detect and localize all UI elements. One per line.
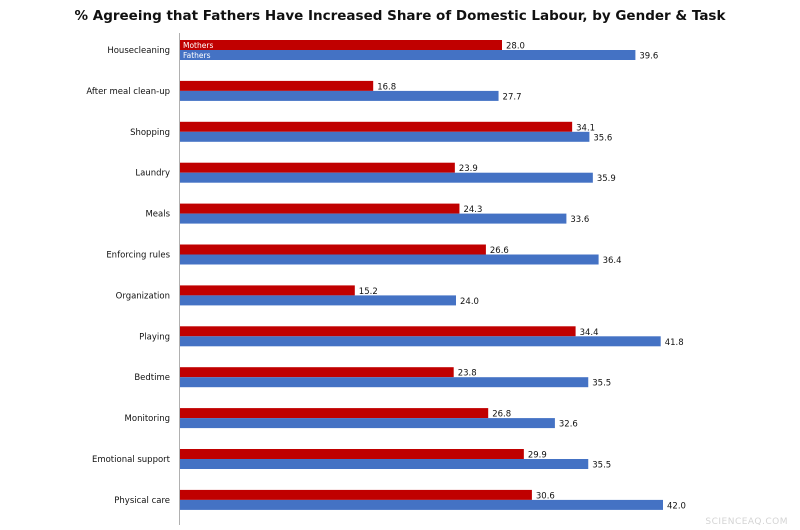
category-label-monitoring: Monitoring [125, 414, 170, 424]
bar-fathers-enforcing-rules [180, 254, 599, 265]
category-label-enforcing-rules: Enforcing rules [106, 251, 170, 261]
bar-fathers-housecleaning [180, 50, 636, 60]
value-label-fathers-laundry: 35.9 [597, 174, 616, 184]
bar-fathers-emotional-support [180, 459, 589, 469]
bar-fathers-monitoring [180, 418, 555, 429]
bar-mothers-bedtime [180, 367, 454, 378]
labels-layer: Housecleaning 28.0 Mothers 39.6 Fathers After… [86, 41, 686, 511]
category-label-housecleaning: Housecleaning [107, 46, 170, 56]
value-label-fathers-emotional-support: 35.5 [592, 461, 611, 471]
value-label-mothers-housecleaning: 28.0 [506, 42, 525, 52]
value-label-fathers-bedtime: 35.5 [592, 379, 611, 389]
bar-mothers-emotional-support [180, 449, 524, 459]
category-label-organization: Organization [116, 291, 170, 301]
bar-mothers-organization [180, 285, 355, 296]
value-label-fathers-shopping: 35.6 [593, 133, 612, 143]
bar-fathers-physical-care [180, 499, 663, 510]
bar-mothers-housecleaning [180, 40, 502, 50]
category-label-playing: Playing [139, 332, 170, 342]
value-label-mothers-enforcing-rules: 26.6 [490, 246, 509, 256]
value-label-fathers-playing: 41.8 [665, 338, 684, 348]
bar-mothers-monitoring [180, 408, 489, 419]
value-label-mothers-shopping: 34.1 [576, 123, 595, 133]
legend-label-mothers: Mothers [183, 41, 213, 50]
bar-mothers-after-meal-clean-up [180, 80, 374, 91]
watermark: SCIENCEAQ.COM [705, 517, 788, 527]
category-label-bedtime: Bedtime [134, 373, 170, 383]
bar-fathers-bedtime [180, 377, 589, 388]
bar-fathers-shopping [180, 131, 590, 142]
category-label-laundry: Laundry [135, 169, 170, 179]
bar-mothers-enforcing-rules [180, 244, 486, 255]
value-label-mothers-laundry: 23.9 [459, 164, 478, 174]
value-label-mothers-meals: 24.3 [463, 205, 482, 215]
bar-mothers-meals [180, 203, 460, 214]
bar-fathers-playing [180, 336, 661, 347]
bar-fathers-after-meal-clean-up [180, 90, 499, 101]
chart-title: % Agreeing that Fathers Have Increased S… [75, 8, 727, 24]
value-label-fathers-monitoring: 32.6 [559, 420, 578, 430]
bar-fathers-meals [180, 213, 567, 224]
value-label-mothers-playing: 34.4 [580, 328, 599, 338]
category-label-meals: Meals [145, 210, 170, 220]
category-label-physical-care: Physical care [114, 496, 170, 506]
bar-mothers-laundry [180, 162, 455, 173]
legend-label-fathers: Fathers [183, 51, 211, 60]
category-label-emotional-support: Emotional support [92, 455, 171, 465]
bar-fathers-laundry [180, 172, 593, 183]
value-label-mothers-after-meal-clean-up: 16.8 [377, 82, 396, 92]
bar-fathers-organization [180, 295, 456, 306]
bar-mothers-shopping [180, 121, 573, 132]
value-label-mothers-emotional-support: 29.9 [528, 451, 547, 461]
value-label-mothers-organization: 15.2 [359, 287, 378, 297]
value-label-mothers-bedtime: 23.8 [458, 369, 477, 379]
value-label-mothers-physical-care: 30.6 [536, 491, 555, 501]
value-label-fathers-organization: 24.0 [460, 297, 479, 307]
value-label-mothers-monitoring: 26.8 [492, 410, 511, 420]
category-label-after-meal-clean-up: After meal clean-up [86, 87, 170, 97]
value-label-fathers-after-meal-clean-up: 27.7 [503, 92, 522, 102]
bar-mothers-physical-care [180, 489, 532, 500]
value-label-fathers-meals: 33.6 [570, 215, 589, 225]
bars-layer [180, 40, 663, 510]
value-label-fathers-enforcing-rules: 36.4 [603, 256, 622, 266]
value-label-fathers-housecleaning: 39.6 [639, 52, 658, 62]
category-label-shopping: Shopping [130, 128, 170, 138]
bar-mothers-playing [180, 326, 576, 337]
value-label-fathers-physical-care: 42.0 [667, 501, 686, 511]
